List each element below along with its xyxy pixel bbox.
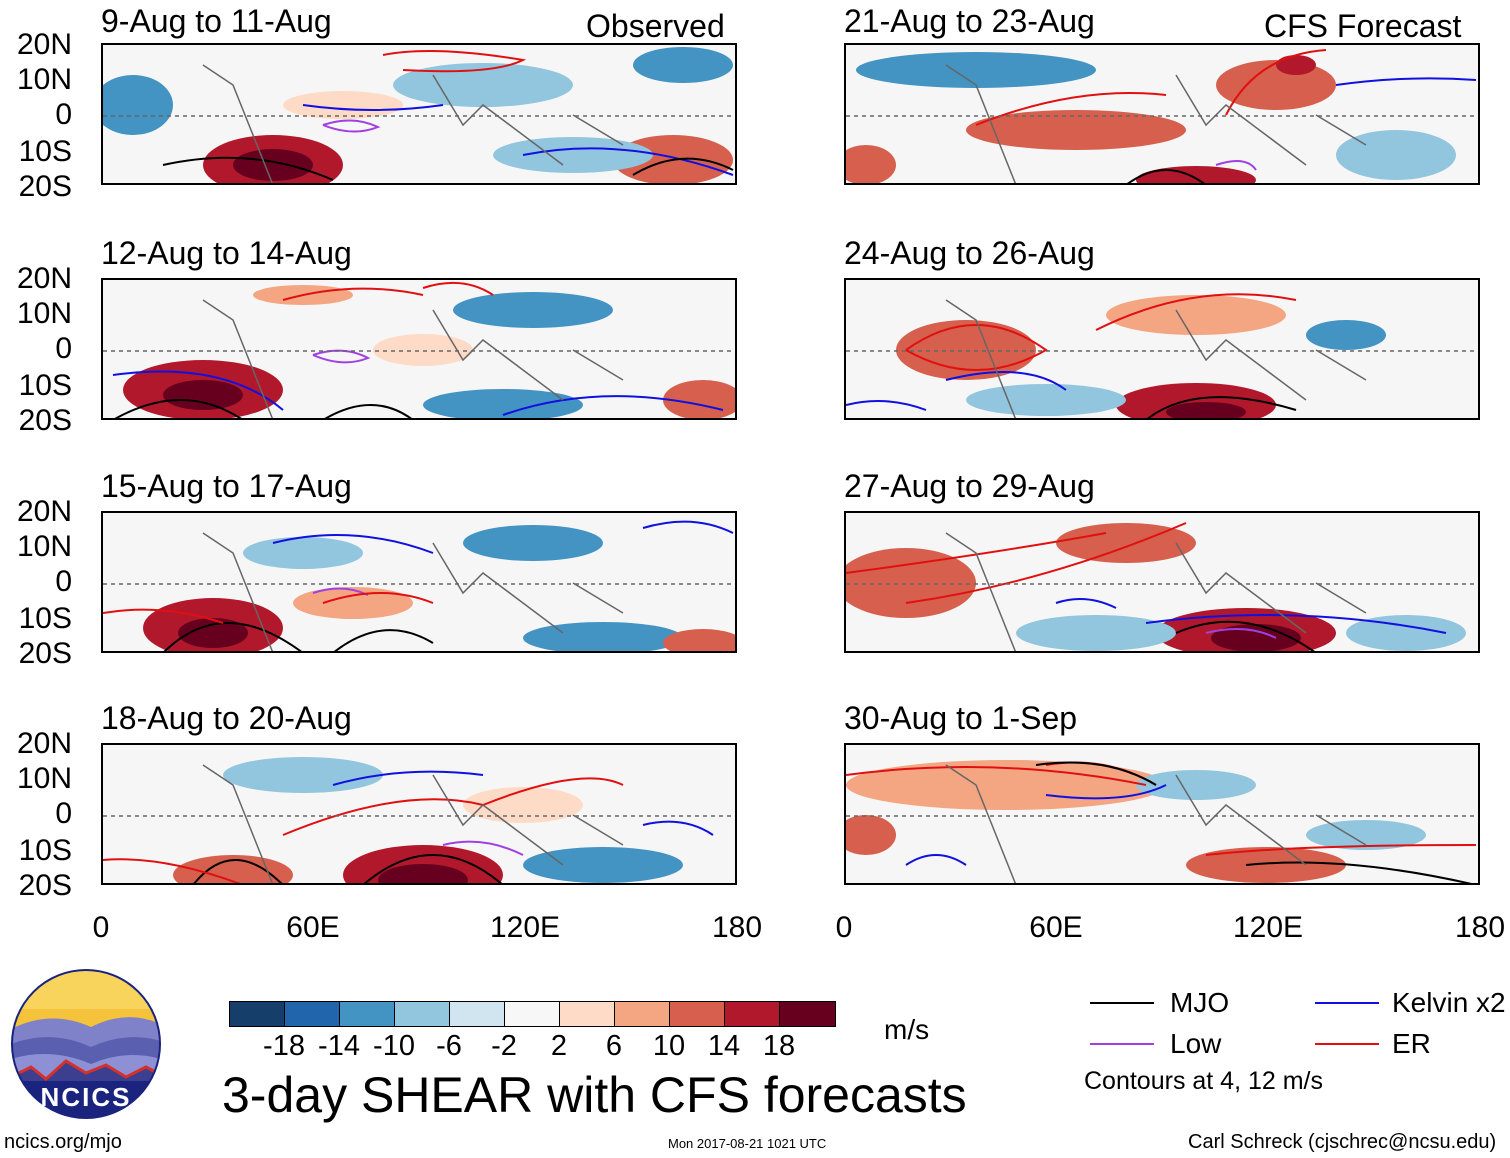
map-panel-right-3 — [844, 511, 1480, 653]
colorbar-tick: 14 — [707, 1030, 741, 1062]
shear-field-right-3 — [846, 522, 1478, 651]
lon-label: 60E — [286, 911, 340, 944]
colorbar-swatch — [505, 1002, 560, 1026]
lon-label: 180 — [711, 911, 763, 944]
colorbar-tick: -6 — [436, 1030, 462, 1062]
shear-field-left-4 — [103, 757, 735, 883]
legend-label-low: Low — [1170, 1028, 1222, 1059]
lat-label: 20N — [16, 262, 72, 295]
lon-label: 180 — [1454, 911, 1506, 944]
legend-line-mjo — [1090, 1002, 1154, 1004]
panel-title-right-2: 24-Aug to 26-Aug — [844, 235, 1095, 271]
lon-label: 120E — [1232, 911, 1304, 944]
map-panel-right-2 — [844, 278, 1480, 420]
panel-title-right-3: 27-Aug to 29-Aug — [844, 468, 1095, 504]
lat-label: 10N — [16, 762, 72, 795]
shear-field-right-4 — [846, 760, 1478, 883]
contour-note: Contours at 4, 12 m/s — [1084, 1067, 1324, 1095]
lat-label: 20N — [16, 28, 72, 61]
colorbar-tick: -10 — [373, 1030, 415, 1062]
colorbar-tick: -18 — [263, 1030, 305, 1062]
legend-line-low — [1090, 1043, 1154, 1045]
colorbar-tick: 18 — [762, 1030, 796, 1062]
map-panel-left-1 — [101, 43, 737, 185]
colorbar-swatch — [285, 1002, 340, 1026]
observed-label: Observed — [586, 8, 725, 44]
panel-title-left-1: 9-Aug to 11-Aug — [101, 3, 332, 39]
legend-label-mjo: MJO — [1170, 987, 1230, 1018]
logo-text: NCICS — [41, 1082, 132, 1112]
shear-field-left-1 — [103, 47, 735, 183]
colorbar-swatch — [450, 1002, 505, 1026]
lat-label: 10S — [18, 834, 72, 867]
footer-author: Carl Schreck (cjschrec@ncsu.edu) — [1188, 1131, 1497, 1153]
ncics-logo: NCICS — [11, 969, 161, 1119]
colorbar-tick: -14 — [318, 1030, 360, 1062]
colorbar-swatch — [780, 1002, 835, 1026]
lon-label: 0 — [92, 911, 110, 944]
legend-line-kelvin — [1315, 1002, 1379, 1004]
lat-label: 0 — [55, 98, 72, 131]
lat-label: 10S — [18, 369, 72, 402]
shear-field-right-2 — [846, 293, 1478, 418]
colorbar-units: m/s — [884, 1014, 930, 1045]
colorbar-swatch — [725, 1002, 780, 1026]
lat-label: 20S — [18, 170, 72, 203]
colorbar — [229, 1001, 836, 1027]
lat-label: 0 — [55, 797, 72, 830]
panel-title-right-1: 21-Aug to 23-Aug — [844, 3, 1095, 39]
panel-title-right-4: 30-Aug to 1-Sep — [844, 700, 1078, 736]
colorbar-swatch — [615, 1002, 670, 1026]
lat-label: 0 — [55, 565, 72, 598]
colorbar-tick: 2 — [550, 1030, 568, 1062]
colorbar-swatch — [670, 1002, 725, 1026]
colorbar-tick: 6 — [605, 1030, 623, 1062]
colorbar-tick: 10 — [652, 1030, 686, 1062]
lat-label: 20S — [18, 637, 72, 670]
figure-title: 3-day SHEAR with CFS forecasts — [222, 1067, 967, 1123]
footer-url: ncics.org/mjo — [4, 1131, 122, 1153]
legend-label-kelvin: Kelvin x2 — [1392, 987, 1506, 1018]
lat-label: 10N — [16, 530, 72, 563]
lat-label: 10N — [16, 63, 72, 96]
lat-label: 20N — [16, 727, 72, 760]
lat-label: 10S — [18, 602, 72, 635]
lat-label: 10S — [18, 135, 72, 168]
lat-label: 20S — [18, 404, 72, 437]
map-panel-left-4 — [101, 743, 737, 885]
colorbar-swatch — [230, 1002, 285, 1026]
panel-title-left-4: 18-Aug to 20-Aug — [101, 700, 352, 736]
lat-label: 20N — [16, 495, 72, 528]
map-panel-right-4 — [844, 743, 1480, 885]
map-panel-left-2 — [101, 278, 737, 420]
panel-title-left-3: 15-Aug to 17-Aug — [101, 468, 352, 504]
lat-label: 10N — [16, 297, 72, 330]
colorbar-swatch — [560, 1002, 615, 1026]
shear-field-left-2 — [103, 281, 735, 418]
cfs-forecast-label: CFS Forecast — [1264, 8, 1462, 44]
panel-title-left-2: 12-Aug to 14-Aug — [101, 235, 352, 271]
map-panel-right-1 — [844, 43, 1480, 185]
footer-timestamp: Mon 2017-08-21 1021 UTC — [668, 1136, 827, 1151]
map-panel-left-3 — [101, 511, 737, 653]
lat-label: 20S — [18, 869, 72, 902]
lon-label: 0 — [835, 911, 853, 944]
colorbar-tick: -2 — [491, 1030, 517, 1062]
colorbar-swatch — [340, 1002, 395, 1026]
lon-label: 60E — [1029, 911, 1083, 944]
legend-label-er: ER — [1392, 1028, 1431, 1059]
lat-label: 0 — [55, 332, 72, 365]
lon-label: 120E — [489, 911, 561, 944]
shear-field-right-1 — [846, 49, 1478, 183]
shear-field-left-3 — [103, 520, 735, 651]
legend-line-er — [1315, 1043, 1379, 1045]
colorbar-swatch — [395, 1002, 450, 1026]
